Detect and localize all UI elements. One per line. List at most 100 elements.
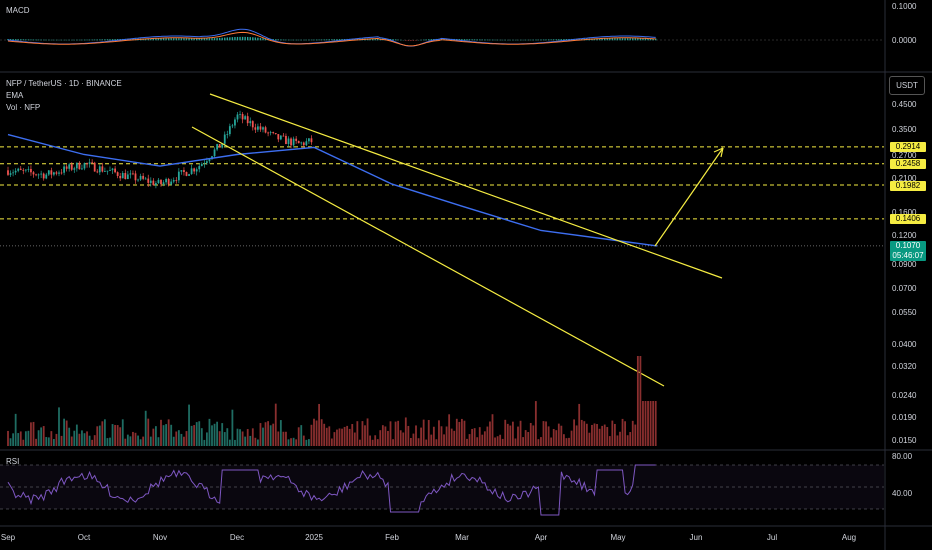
candle [285, 135, 287, 145]
macd-histogram [30, 39, 32, 41]
volume-bar [478, 427, 481, 446]
macd-histogram [81, 39, 83, 41]
volume-bar [119, 427, 122, 446]
volume-bar [129, 436, 132, 446]
macd-histogram [104, 39, 106, 41]
macd-histogram [560, 39, 563, 41]
macd-histogram [550, 39, 552, 41]
macd-histogram [609, 38, 611, 41]
volume-bar [300, 425, 303, 446]
candle [305, 141, 308, 146]
macd-histogram [43, 39, 45, 41]
volume-bar [427, 420, 430, 446]
macd-histogram [234, 37, 236, 41]
volume-bar [188, 404, 190, 446]
macd-histogram [55, 39, 58, 41]
candle [203, 162, 206, 164]
volume-bar [295, 439, 298, 446]
macd-histogram [162, 38, 165, 41]
macd-tick: 0.1000 [892, 2, 917, 11]
volume-bar [106, 438, 109, 446]
volume-bar [14, 413, 17, 446]
price-tick: 0.2100 [892, 174, 917, 183]
volume-bar [30, 422, 32, 446]
price-tick: 0.4500 [892, 100, 917, 109]
macd-histogram [221, 37, 223, 41]
volume-bar [560, 425, 563, 446]
macd-histogram [262, 38, 264, 41]
macd-histogram [239, 36, 241, 41]
macd-histogram [326, 39, 328, 41]
volume-bar [603, 424, 606, 446]
candle [310, 138, 313, 143]
volume-bar [448, 414, 451, 446]
rsi-label: RSI [6, 457, 20, 466]
volume-bar [137, 435, 139, 446]
volume-bar [381, 425, 384, 446]
volume-bar [302, 435, 305, 446]
volume-bar [438, 420, 440, 446]
volume-bar [481, 434, 484, 446]
volume-bar [251, 428, 254, 446]
macd-histogram [83, 39, 86, 41]
volume-bar [165, 424, 167, 446]
macd-histogram [14, 39, 17, 41]
volume-bar [578, 403, 581, 446]
volume-bar [310, 424, 313, 446]
volume-bar [70, 436, 73, 446]
candle [177, 171, 180, 181]
volume-bar [241, 431, 244, 446]
volume-bar [83, 433, 86, 446]
macd-histogram [201, 38, 203, 41]
macd-histogram [60, 39, 63, 41]
volume-bar [63, 418, 65, 446]
volume-bar [596, 424, 598, 446]
macd-histogram [489, 39, 491, 41]
volume-bar [611, 420, 614, 446]
volume-bar [387, 430, 389, 446]
macd-histogram [37, 39, 40, 41]
candle [50, 170, 53, 175]
candle [162, 182, 165, 185]
volume-bar [42, 426, 45, 446]
macd-histogram [614, 38, 616, 41]
volume-bar [532, 425, 535, 446]
time-tick: May [610, 533, 626, 542]
volume-bar [246, 429, 249, 446]
volume-bar [652, 401, 655, 446]
volume-bar [647, 401, 649, 446]
volume-bar [292, 437, 295, 446]
volume-bar [86, 431, 88, 446]
volume-bar [313, 418, 315, 446]
volume-bar [236, 428, 239, 446]
volume-bar [160, 419, 162, 446]
macd-histogram [486, 39, 489, 41]
macd-histogram [244, 36, 246, 41]
volume-bar [547, 426, 550, 446]
macd-histogram [458, 39, 461, 41]
volume-bar [540, 437, 542, 446]
macd-histogram [644, 38, 647, 41]
time-tick: Feb [385, 533, 399, 542]
currency-button[interactable]: USDT [889, 76, 925, 95]
candle [172, 180, 175, 182]
volume-bar [629, 432, 632, 446]
time-tick: Apr [534, 533, 548, 542]
macd-histogram [224, 37, 226, 41]
macd-histogram [190, 38, 193, 41]
volume-bar [75, 424, 78, 446]
macd-histogram [175, 38, 177, 41]
volume-bar [267, 421, 269, 446]
volume-bar [614, 423, 616, 446]
macd-histogram [160, 38, 162, 41]
volume-bar [175, 431, 178, 446]
macd-histogram [397, 39, 399, 41]
candle [55, 172, 58, 174]
volume-bar [445, 426, 448, 446]
macd-histogram [565, 39, 568, 41]
macd-histogram [601, 38, 603, 41]
volume-bar [634, 424, 637, 446]
candle [81, 168, 83, 170]
candle [63, 166, 65, 173]
